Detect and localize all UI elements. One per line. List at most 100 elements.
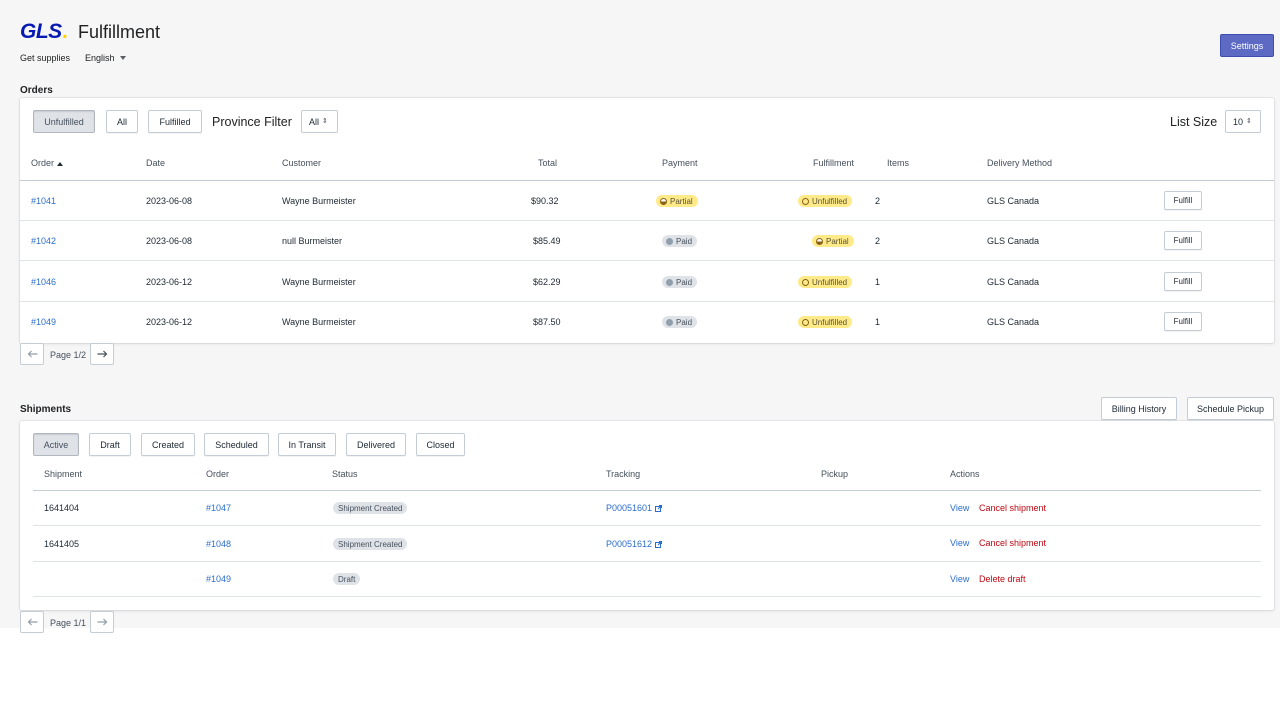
order-link[interactable]: #1042 — [31, 236, 57, 246]
schedule-pickup-button[interactable]: Schedule Pickup — [1187, 397, 1274, 420]
order-link[interactable]: #1049 — [31, 317, 57, 327]
order-items: 2 — [875, 236, 881, 246]
header-divider — [33, 490, 1261, 491]
fulfill-button[interactable]: Fulfill — [1164, 191, 1202, 210]
shipments-page-indicator: Page 1/1 — [50, 618, 87, 628]
row-divider — [33, 596, 1261, 597]
cancel-shipment-link[interactable]: Cancel shipment — [979, 538, 1047, 548]
fulfillment-badge: Unfulfilled — [798, 316, 853, 328]
filter-closed-button[interactable]: Closed — [416, 433, 465, 456]
shipment-order-link[interactable]: #1049 — [206, 574, 232, 584]
filter-all-button[interactable]: All — [106, 110, 138, 133]
filter-scheduled-button[interactable]: Scheduled — [204, 433, 269, 456]
order-link[interactable]: #1041 — [31, 196, 57, 206]
fulfill-button[interactable]: Fulfill — [1164, 231, 1202, 250]
order-customer: Wayne Burmeister — [282, 317, 356, 327]
shipment-order-link[interactable]: #1047 — [206, 503, 232, 513]
row-divider — [20, 260, 1274, 261]
orders-section-title: Orders — [20, 85, 53, 96]
order-delivery: GLS Canada — [987, 196, 1040, 206]
order-customer: Wayne Burmeister — [282, 277, 356, 287]
app-frame: GLS. Fulfillment Get supplies English Se… — [20, 20, 1274, 633]
filter-delivered-button[interactable]: Delivered — [346, 433, 406, 456]
list-size-value: 10 — [1233, 116, 1244, 127]
list-size-select[interactable]: 10 ⇕ — [1225, 110, 1261, 133]
col-order-label: Order — [31, 158, 55, 168]
filter-unfulfilled-button[interactable]: Unfulfilled — [33, 110, 95, 133]
col-order-header: Order — [206, 469, 230, 479]
orders-prev-page-button[interactable] — [20, 343, 44, 365]
language-label: English — [85, 53, 115, 63]
order-date: 2023-06-12 — [146, 277, 193, 287]
language-selector[interactable]: English — [85, 53, 126, 63]
page-title: Fulfillment — [78, 21, 161, 42]
row-divider — [33, 525, 1261, 526]
tracking-number: P00051612 — [606, 539, 653, 549]
filter-created-button[interactable]: Created — [141, 433, 195, 456]
status-badge: Draft — [333, 573, 361, 585]
filter-fulfilled-button[interactable]: Fulfilled — [148, 110, 202, 133]
filled-circle-icon — [666, 237, 673, 245]
payment-badge: Partial — [656, 195, 698, 207]
external-link-icon — [655, 541, 663, 549]
order-total: $90.32 — [531, 196, 559, 206]
order-date: 2023-06-08 — [146, 196, 193, 206]
filter-draft-button[interactable]: Draft — [89, 433, 131, 456]
empty-circle-icon — [802, 318, 809, 326]
cancel-shipment-link[interactable]: Cancel shipment — [979, 503, 1047, 513]
chevron-down-icon — [119, 56, 126, 60]
delete-draft-link[interactable]: Delete draft — [979, 574, 1026, 584]
order-total: $85.49 — [533, 236, 561, 246]
fulfill-button[interactable]: Fulfill — [1164, 312, 1202, 331]
view-link[interactable]: View — [950, 503, 970, 513]
order-link[interactable]: #1046 — [31, 277, 57, 287]
order-items: 1 — [875, 277, 881, 287]
filter-in-transit-button[interactable]: In Transit — [278, 433, 336, 456]
col-payment-header: Payment — [662, 158, 698, 168]
view-link[interactable]: View — [950, 574, 970, 584]
settings-button[interactable]: Settings — [1220, 34, 1274, 57]
logo-text: GLS — [20, 20, 62, 43]
col-pickup-header: Pickup — [821, 469, 849, 479]
get-supplies-link[interactable]: Get supplies — [20, 53, 71, 63]
partial-circle-icon — [816, 237, 823, 245]
col-items-header: Items — [887, 158, 910, 168]
col-order-header[interactable]: Order — [31, 158, 64, 168]
shipments-prev-page-button[interactable] — [20, 611, 44, 633]
tracking-link[interactable]: P00051612 — [606, 539, 663, 549]
orders-next-page-button[interactable] — [90, 343, 114, 365]
status-badge: Shipment Created — [333, 502, 408, 514]
logo-dot: . — [62, 20, 69, 43]
order-delivery: GLS Canada — [987, 317, 1040, 327]
order-items: 2 — [875, 196, 881, 206]
fulfillment-badge-label: Unfulfilled — [812, 196, 848, 206]
col-tracking-header: Tracking — [606, 469, 641, 479]
col-fulfillment-header: Fulfillment — [813, 158, 855, 168]
fulfillment-badge-label: Partial — [826, 236, 849, 246]
order-date: 2023-06-12 — [146, 317, 193, 327]
col-actions-header: Actions — [950, 469, 980, 479]
fulfill-button[interactable]: Fulfill — [1164, 272, 1202, 291]
list-size-label: List Size — [1170, 115, 1218, 129]
tracking-number: P00051601 — [606, 503, 653, 513]
province-filter-select[interactable]: All ⇕ — [301, 110, 338, 133]
view-link[interactable]: View — [950, 538, 970, 548]
fulfillment-badge-label: Unfulfilled — [812, 317, 848, 327]
brand-header: GLS. Fulfillment — [20, 20, 160, 44]
filter-active-button[interactable]: Active — [33, 433, 79, 456]
row-divider — [20, 301, 1274, 302]
arrow-left-icon — [27, 618, 37, 626]
tracking-link[interactable]: P00051601 — [606, 503, 663, 513]
arrow-right-icon — [97, 618, 107, 626]
shipments-card: Active Draft Created Scheduled In Transi… — [20, 421, 1274, 610]
fulfillment-badge: Partial — [812, 235, 854, 247]
order-total: $62.29 — [533, 277, 561, 287]
updown-arrows-icon: ⇕ — [322, 118, 328, 125]
shipment-order-link[interactable]: #1048 — [206, 539, 232, 549]
order-items: 1 — [875, 317, 881, 327]
arrow-left-icon — [27, 350, 37, 358]
payment-badge: Paid — [662, 316, 698, 328]
shipments-next-page-button[interactable] — [90, 611, 114, 633]
order-date: 2023-06-08 — [146, 236, 193, 246]
billing-history-button[interactable]: Billing History — [1101, 397, 1177, 420]
